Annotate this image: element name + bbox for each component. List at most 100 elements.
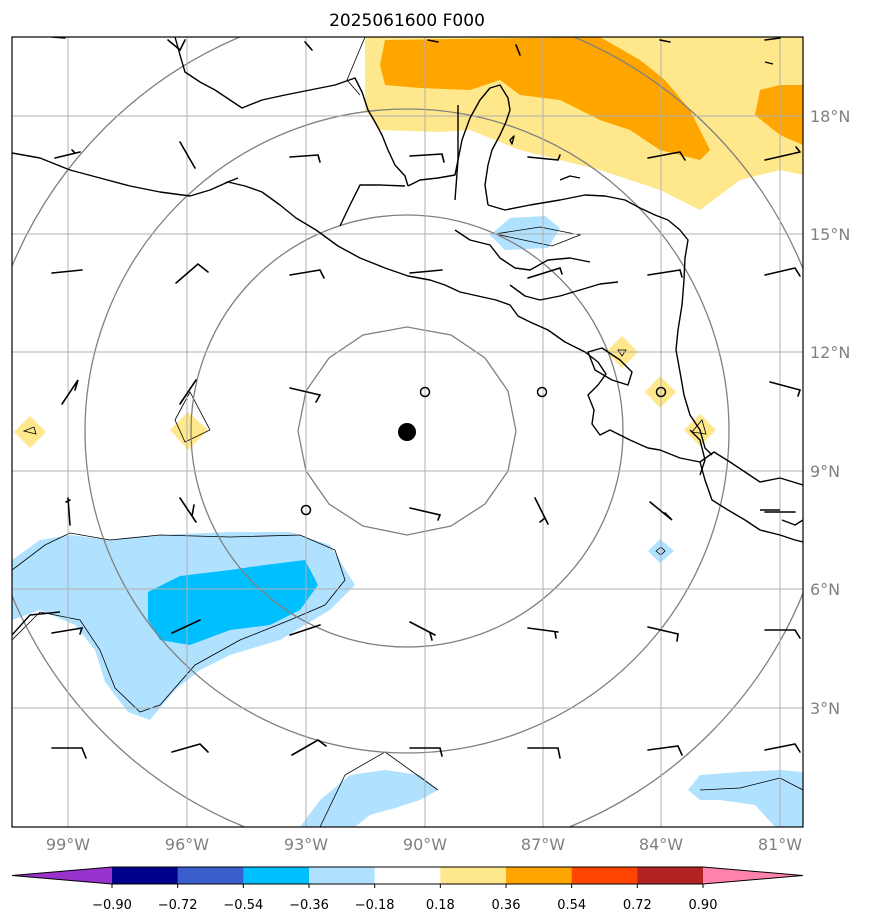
wind-barb bbox=[427, 39, 439, 43]
colorbar-tick-label: 0.72 bbox=[623, 898, 652, 913]
longitude-label: 99°W bbox=[46, 835, 90, 854]
wind-barb bbox=[51, 747, 87, 759]
wind-barb bbox=[764, 146, 801, 161]
colorbar-tick-label: −0.54 bbox=[223, 898, 263, 913]
colorbar-segment bbox=[243, 867, 310, 884]
wind-barb bbox=[289, 269, 325, 279]
wind-barb bbox=[409, 621, 436, 641]
wind-barb bbox=[175, 262, 209, 284]
wind-barb bbox=[289, 387, 322, 403]
wind-barb bbox=[647, 151, 686, 161]
colorbar-segment bbox=[112, 867, 179, 884]
longitude-label: 87°W bbox=[521, 835, 565, 854]
coastline-south-america bbox=[781, 519, 803, 526]
contour-south bbox=[319, 751, 439, 827]
longitude-label: 96°W bbox=[165, 835, 209, 854]
wind-barb bbox=[51, 626, 84, 635]
border-guatemala-belize bbox=[454, 105, 459, 201]
border-guatemala-mexico bbox=[339, 184, 406, 227]
wind-barb bbox=[769, 381, 802, 397]
calm-circle bbox=[655, 386, 667, 398]
wind-barb bbox=[51, 269, 83, 274]
calm-circle bbox=[419, 386, 431, 398]
range-ring-3 bbox=[84, 108, 730, 754]
negative-field-south bbox=[300, 770, 438, 827]
colorbar-tick-label: 0.18 bbox=[426, 898, 455, 913]
colorbar-tick-label: −0.72 bbox=[158, 898, 198, 913]
island-small-2 bbox=[224, 177, 239, 184]
wind-barb bbox=[289, 154, 321, 163]
latitude-label: 18°N bbox=[810, 107, 850, 126]
border-honduras-nicaragua bbox=[509, 281, 619, 301]
wind-barb bbox=[289, 624, 321, 636]
latitude-labels: 18°N 15°N 12°N 9°N 6°N 3°N bbox=[810, 107, 850, 718]
colorbar-labels: −0.90 −0.72 −0.54 −0.36 −0.18 0.18 0.36 0.54 0.7… bbox=[92, 884, 717, 913]
colorbar-tick-label: 0.90 bbox=[689, 898, 718, 913]
latitude-label: 12°N bbox=[810, 343, 850, 362]
wind-barb bbox=[534, 497, 549, 525]
wind-barb bbox=[764, 743, 801, 753]
wind-barb bbox=[179, 379, 197, 405]
coastline-west-fragment bbox=[12, 611, 61, 636]
longitude-labels: 99°W 96°W 93°W 90°W 87°W 84°W 81°W bbox=[46, 835, 802, 854]
colorbar-tick-label: −0.90 bbox=[92, 898, 132, 913]
positive-field-west-small bbox=[14, 416, 46, 448]
latitude-label: 15°N bbox=[810, 225, 850, 244]
negative-field-southeast bbox=[688, 770, 803, 827]
colorbar-segment bbox=[177, 867, 244, 884]
wind-barb bbox=[291, 739, 327, 756]
range-ring-1 bbox=[297, 326, 517, 536]
wind-barb bbox=[647, 745, 683, 756]
map-panel bbox=[12, 37, 803, 827]
colorbar-segment bbox=[309, 867, 376, 884]
colorbar-tick-label: −0.36 bbox=[289, 898, 329, 913]
wind-barbs bbox=[51, 37, 802, 759]
wind-barb bbox=[65, 497, 71, 526]
contour-west-small bbox=[22, 426, 37, 435]
wind-barb bbox=[527, 267, 563, 279]
wind-barb bbox=[409, 747, 443, 757]
wind-barb bbox=[764, 37, 781, 41]
wind-barb bbox=[409, 507, 442, 521]
storm-center-dot bbox=[398, 423, 416, 441]
colorbar-segment bbox=[506, 867, 573, 884]
figure-title: 2025061600 F000 bbox=[329, 11, 485, 31]
colorbar-segment bbox=[637, 867, 704, 884]
contour-southwest bbox=[12, 532, 346, 713]
wind-barb bbox=[764, 267, 801, 277]
calm-circle bbox=[300, 504, 312, 516]
longitude-label: 84°W bbox=[639, 835, 683, 854]
coastline-mexico-pacific bbox=[12, 152, 803, 486]
wind-barb bbox=[659, 39, 671, 43]
coastlines bbox=[12, 37, 803, 636]
wind-barb bbox=[647, 626, 679, 642]
range-ring-2 bbox=[190, 214, 624, 648]
colorbar-tick-label: −0.18 bbox=[355, 898, 395, 913]
border-costa-rica-panama bbox=[689, 429, 706, 476]
latitude-label: 9°N bbox=[810, 462, 840, 481]
wind-barb bbox=[649, 501, 673, 521]
colorbar-segment bbox=[571, 867, 638, 884]
calm-circle bbox=[536, 386, 548, 398]
wind-barb bbox=[179, 141, 196, 169]
colorbar-segment bbox=[374, 867, 441, 884]
wind-barb bbox=[61, 379, 79, 405]
wind-barb bbox=[527, 627, 559, 639]
wind-barb bbox=[171, 743, 209, 753]
contour-east-small-1 bbox=[617, 349, 627, 357]
island-cozumel bbox=[509, 135, 515, 145]
colorbar-tick-label: 0.54 bbox=[557, 898, 586, 913]
wind-barb bbox=[179, 497, 197, 523]
range-rings bbox=[12, 37, 803, 827]
contour-east-small-4 bbox=[655, 546, 666, 556]
wind-barb bbox=[515, 44, 521, 56]
colorbar-tick-label: 0.36 bbox=[492, 898, 521, 913]
island-small-1 bbox=[764, 61, 774, 65]
border-central bbox=[454, 229, 591, 271]
coastline-honduras-north bbox=[487, 194, 713, 456]
graticule bbox=[12, 37, 803, 827]
contour-southeast bbox=[699, 777, 803, 791]
wind-barb bbox=[527, 154, 561, 161]
positive-field-west-small-2 bbox=[170, 412, 208, 450]
